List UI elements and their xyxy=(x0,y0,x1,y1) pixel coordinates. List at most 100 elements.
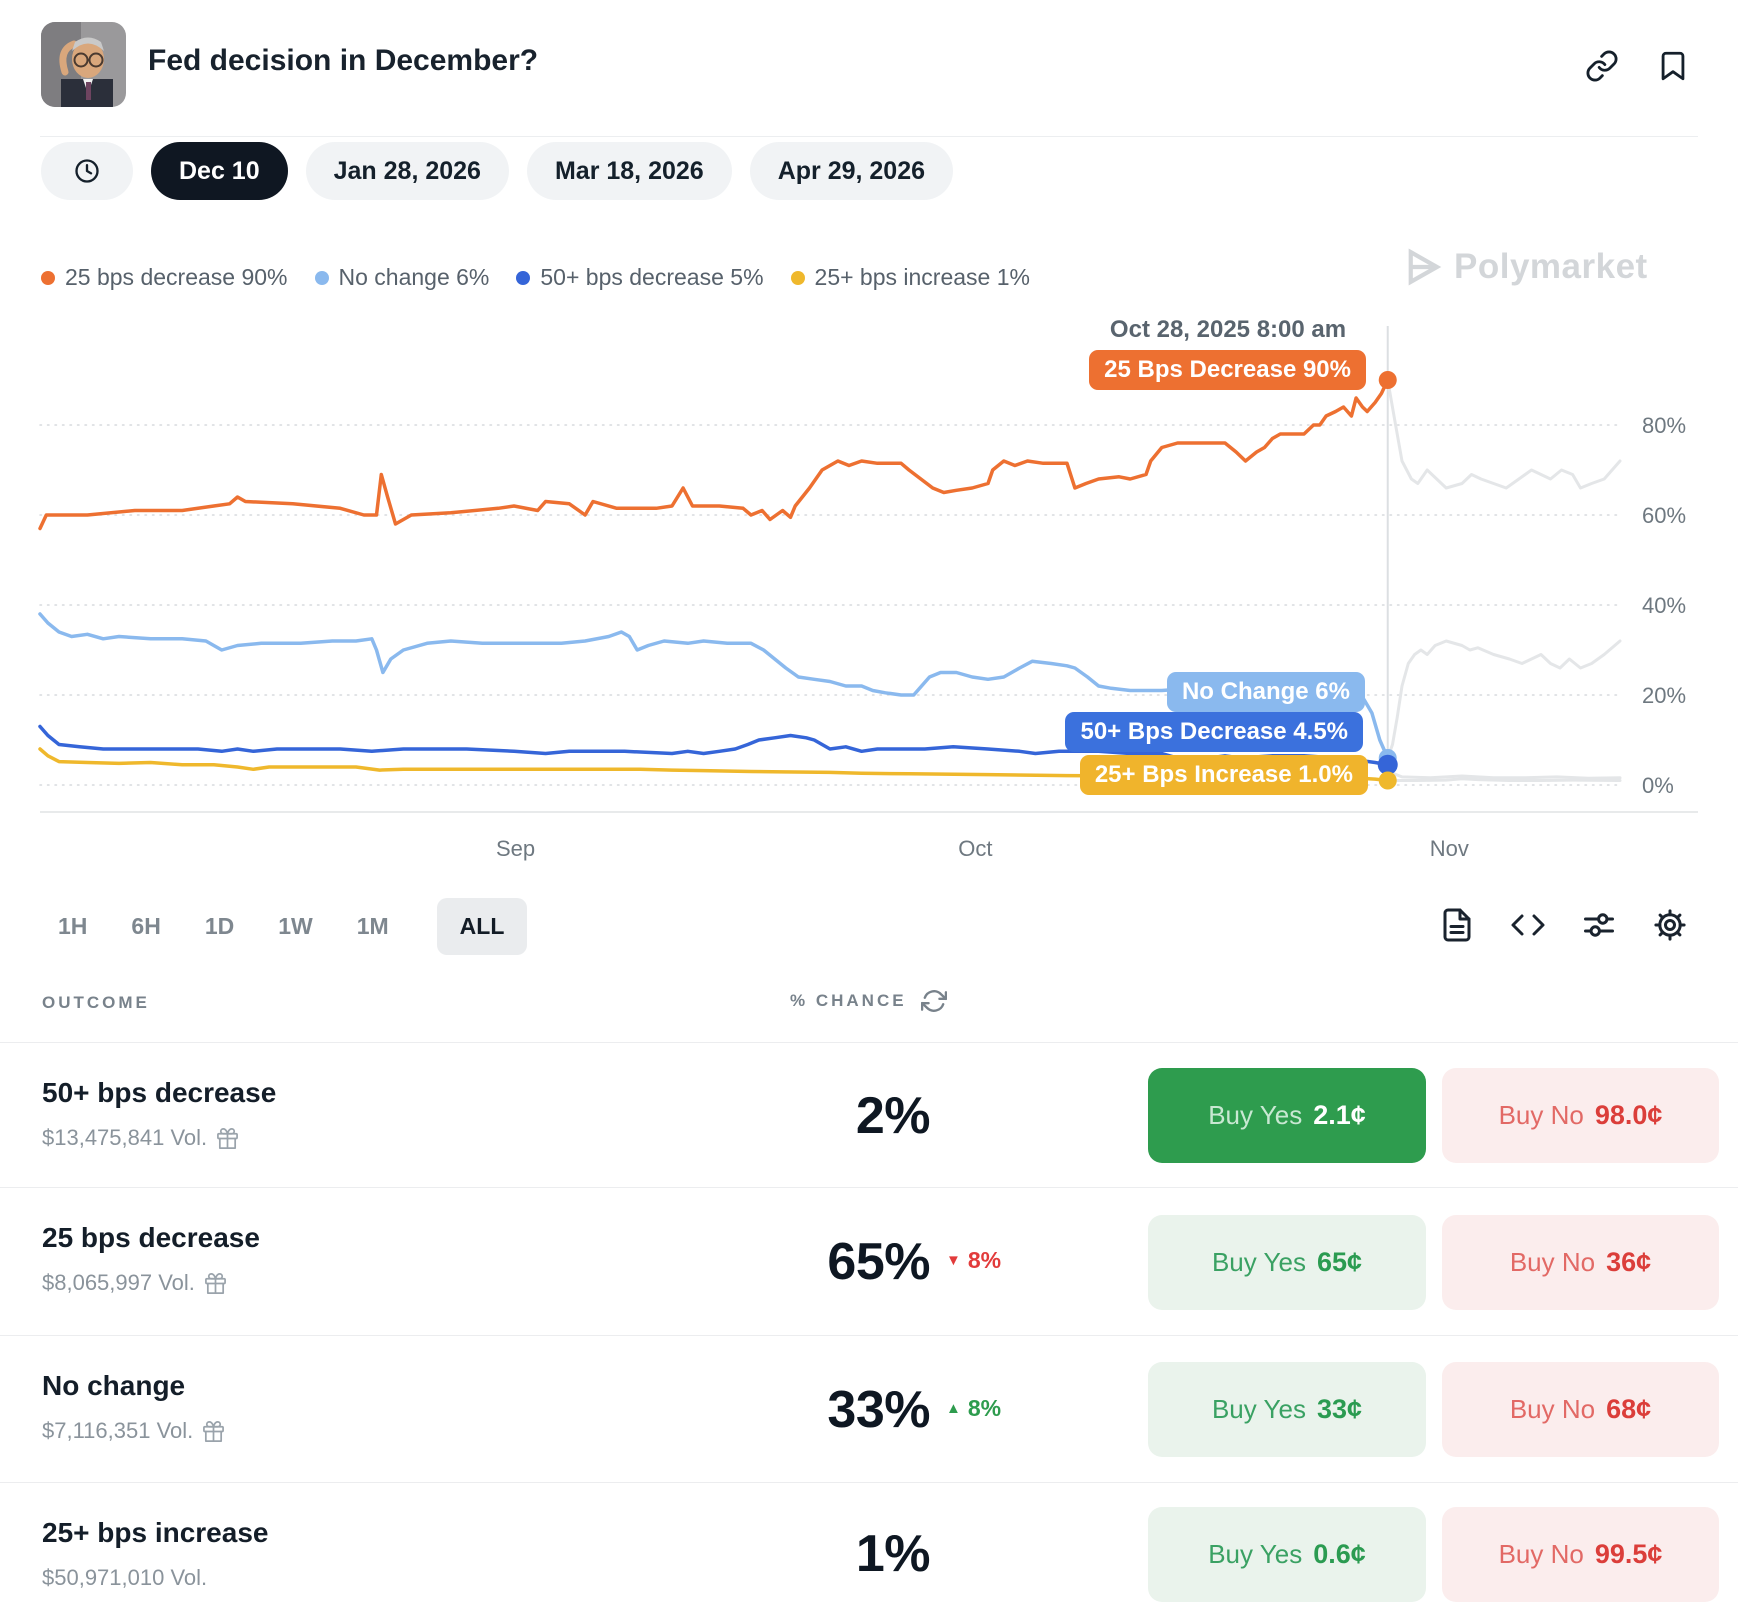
sliders-icon xyxy=(1584,913,1614,937)
chance-change-up: ▲ 8% xyxy=(946,1395,1001,1422)
buy-no-button[interactable]: Buy No 36¢ xyxy=(1442,1214,1719,1310)
buy-yes-label: Buy Yes xyxy=(1211,1246,1306,1277)
outcome-volume: $7,116,351 Vol. xyxy=(42,1418,225,1444)
watermark-text: Polymarket xyxy=(1454,247,1648,286)
clock-icon xyxy=(75,159,99,183)
chance-header-label: % CHANCE xyxy=(790,991,907,1010)
chance-change-down: ▼ 8% xyxy=(946,1247,1001,1274)
buy-yes-button[interactable]: Buy Yes 33¢ xyxy=(1148,1362,1426,1457)
outcome-volume: $50,971,010 Vol. xyxy=(42,1565,207,1591)
buy-yes-button[interactable]: Buy Yes 65¢ xyxy=(1148,1214,1426,1310)
buy-no-button[interactable]: Buy No 99.5¢ xyxy=(1442,1506,1719,1602)
volume-text: $7,116,351 Vol. xyxy=(42,1418,194,1443)
timeframe-1m[interactable]: 1M xyxy=(356,913,389,939)
buy-no-price: 36¢ xyxy=(1606,1246,1652,1277)
legend-item: 25+ bps increase 1% xyxy=(790,264,1030,291)
legend-item: 25 bps decrease 90% xyxy=(41,264,288,291)
gift-icon[interactable] xyxy=(202,1420,225,1443)
date-tabs: Dec 10 Jan 28, 2026 Mar 18, 2026 Apr 29, 20… xyxy=(41,142,954,200)
buy-no-label: Buy No xyxy=(1509,1246,1596,1277)
legend-dot-icon xyxy=(41,270,55,285)
buy-yes-button[interactable]: Buy Yes 2.1¢ xyxy=(1148,1068,1426,1163)
svg-text:Sep: Sep xyxy=(496,836,535,861)
link-icon xyxy=(1586,50,1618,82)
svg-text:Oct: Oct xyxy=(958,836,992,861)
outcome-column-header: OUTCOME xyxy=(42,993,150,1012)
history-clock-button[interactable] xyxy=(41,142,133,200)
buy-no-label: Buy No xyxy=(1498,1538,1584,1569)
bookmark-icon xyxy=(1661,51,1685,81)
buy-yes-label: Buy Yes xyxy=(1208,1100,1303,1130)
chance-value: 33% xyxy=(827,1380,930,1439)
outcome-volume: $8,065,997 Vol. xyxy=(42,1270,227,1296)
legend-dot-icon xyxy=(790,270,805,285)
outcome-row: 25+ bps increase $50,971,010 Vol. 1% Buy Ye… xyxy=(0,1482,1738,1624)
buy-no-label: Buy No xyxy=(1498,1100,1584,1130)
powell-portrait xyxy=(41,22,126,107)
legend-dot-icon xyxy=(314,270,329,285)
bookmark-button[interactable] xyxy=(1655,48,1691,84)
date-tab-dec-10[interactable]: Dec 10 xyxy=(151,142,288,200)
triangle-up-icon: ▲ xyxy=(946,1399,961,1417)
legend-dot-icon xyxy=(516,270,531,285)
legend-item: No change 6% xyxy=(314,264,490,291)
outcome-row: 25 bps decrease $8,065,997 Vol. 65% ▼ 8% Buy … xyxy=(0,1187,1738,1335)
legend-label: 50+ bps decrease 5% xyxy=(540,264,764,290)
document-icon xyxy=(1443,908,1471,942)
outcome-name: 25 bps decrease xyxy=(42,1222,260,1253)
market-avatar xyxy=(41,22,126,107)
date-tab-apr-29-2026[interactable]: Apr 29, 2026 xyxy=(749,142,954,200)
outcome-name: 50+ bps decrease xyxy=(42,1077,277,1108)
header-divider xyxy=(40,136,1698,137)
buy-yes-label: Buy Yes xyxy=(1208,1538,1303,1569)
svg-text:80%: 80% xyxy=(1642,413,1686,438)
chart-badge: 25+ Bps Increase 1.0% xyxy=(1079,755,1368,795)
copy-link-button[interactable] xyxy=(1584,48,1620,84)
outcome-row: 50+ bps decrease $13,475,841 Vol. 2% Buy Ye… xyxy=(0,1042,1738,1187)
buy-yes-button[interactable]: Buy Yes 0.6¢ xyxy=(1148,1506,1426,1602)
buy-yes-price: 2.1¢ xyxy=(1313,1100,1366,1130)
refresh-icon[interactable] xyxy=(920,988,947,1014)
timeframe-all[interactable]: ALL xyxy=(436,898,528,955)
svg-text:Nov: Nov xyxy=(1430,836,1469,861)
chart-badge: No Change 6% xyxy=(1166,672,1365,712)
news-button[interactable] xyxy=(1437,905,1477,945)
polymarket-logo-icon xyxy=(1408,248,1442,286)
chance-value: 2% xyxy=(855,1086,931,1145)
date-tab-mar-18-2026[interactable]: Mar 18, 2026 xyxy=(526,142,732,200)
buy-no-label: Buy No xyxy=(1509,1394,1596,1424)
timeframe-1d[interactable]: 1D xyxy=(204,913,235,939)
code-icon xyxy=(1511,914,1545,936)
buy-no-button[interactable]: Buy No 68¢ xyxy=(1442,1362,1719,1457)
chance-value: 65% xyxy=(827,1233,930,1291)
chart-badge: 50+ Bps Decrease 4.5% xyxy=(1065,712,1363,752)
timeframe-1w[interactable]: 1W xyxy=(278,913,313,939)
volume-text: $13,475,841 Vol. xyxy=(42,1125,208,1150)
svg-text:0%: 0% xyxy=(1642,773,1674,798)
outcome-name: 25+ bps increase xyxy=(42,1517,269,1548)
svg-text:20%: 20% xyxy=(1642,683,1686,708)
volume-text: $8,065,997 Vol. xyxy=(42,1270,195,1295)
buy-no-price: 98.0¢ xyxy=(1594,1100,1663,1130)
chart-settings-button[interactable] xyxy=(1579,905,1619,945)
buy-yes-price: 0.6¢ xyxy=(1313,1538,1366,1569)
buy-no-button[interactable]: Buy No 98.0¢ xyxy=(1442,1068,1719,1163)
gift-icon[interactable] xyxy=(204,1272,227,1295)
settings-button[interactable] xyxy=(1650,905,1690,945)
embed-button[interactable] xyxy=(1508,905,1548,945)
buy-no-price: 68¢ xyxy=(1606,1394,1652,1424)
date-tab-jan-28-2026[interactable]: Jan 28, 2026 xyxy=(305,142,509,200)
timeframe-selector: 1H 6H 1D 1W 1M ALL xyxy=(58,898,528,955)
legend-label: No change 6% xyxy=(338,264,490,290)
timeframe-1h[interactable]: 1H xyxy=(58,913,88,939)
gift-icon[interactable] xyxy=(216,1127,239,1150)
outcome-volume: $13,475,841 Vol. xyxy=(42,1125,239,1151)
change-value: 8% xyxy=(967,1394,1002,1421)
change-value: 8% xyxy=(967,1247,1002,1273)
probability-chart[interactable]: 0% 20% 40% 60% 80% Sep Oct Nov Oct 28, 2025 8:0… xyxy=(0,290,1738,870)
chart-tools xyxy=(1437,905,1690,945)
buy-no-price: 99.5¢ xyxy=(1594,1538,1663,1569)
volume-text: $50,971,010 Vol. xyxy=(42,1565,208,1590)
timeframe-6h[interactable]: 6H xyxy=(131,913,161,939)
